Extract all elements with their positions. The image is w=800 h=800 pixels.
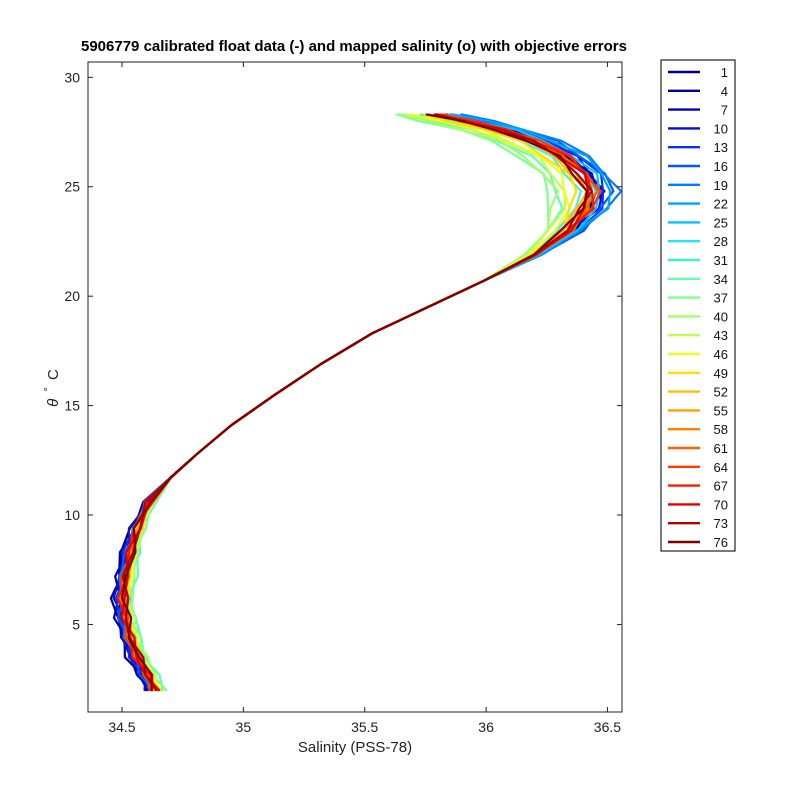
y-axis-label-unit: C (45, 369, 62, 380)
legend-entries: 1 4 7 10 13 16 19 22 25 28 31 34 37 40 43 46 49 52 55 58 61 6… (668, 65, 728, 550)
legend: 1 4 7 10 13 16 19 22 25 28 31 34 37 40 43 46 49 52 55 58 61 6… (660, 59, 736, 552)
legend-label-61: 61 (714, 441, 728, 456)
y-tick-label: 15 (64, 398, 80, 414)
legend-label-31: 31 (714, 253, 728, 268)
legend-label-55: 55 (714, 403, 728, 418)
y-axis-label: θ ° C (39, 369, 62, 407)
y-axis-label-degree: ° (43, 387, 55, 391)
legend-label-16: 16 (714, 159, 728, 174)
legend-label-19: 19 (714, 178, 728, 193)
y-tick-label: 20 (64, 288, 80, 304)
legend-label-67: 67 (714, 479, 728, 494)
plot-area: 34.5 35 35.5 36 36.5 5 10 15 20 25 30 (64, 61, 623, 735)
x-tick-label: 36.5 (594, 719, 621, 735)
legend-label-73: 73 (714, 516, 728, 531)
plot-frame (87, 61, 623, 713)
legend-label-28: 28 (714, 234, 728, 249)
y-axis-label-symbol: θ (45, 399, 62, 407)
y-tick-label: 30 (64, 69, 80, 85)
series-line-cycle-76 (120, 113, 588, 692)
legend-label-1: 1 (721, 65, 728, 80)
x-tick-label: 36 (478, 719, 494, 735)
legend-label-76: 76 (714, 535, 728, 550)
x-tick-label: 35.5 (351, 719, 378, 735)
legend-label-46: 46 (714, 347, 728, 362)
legend-label-4: 4 (721, 84, 728, 99)
legend-label-7: 7 (721, 103, 728, 118)
legend-label-22: 22 (714, 197, 728, 212)
legend-box (660, 59, 736, 552)
legend-label-25: 25 (714, 215, 728, 230)
series-layer (109, 113, 623, 692)
legend-label-37: 37 (714, 291, 728, 306)
legend-label-34: 34 (714, 272, 728, 287)
chart-title: 5906779 calibrated float data (-) and ma… (81, 38, 627, 55)
legend-label-40: 40 (714, 309, 728, 324)
x-tick-label: 35 (236, 719, 252, 735)
legend-label-43: 43 (714, 328, 728, 343)
legend-label-49: 49 (714, 366, 728, 381)
y-tick-label: 5 (72, 616, 80, 632)
svg-text:θ ° C: θ ° C (39, 369, 62, 407)
legend-label-58: 58 (714, 422, 728, 437)
x-tick-label: 34.5 (108, 719, 135, 735)
y-tick-label: 25 (64, 179, 80, 195)
legend-label-10: 10 (714, 121, 728, 136)
plot-background (88, 62, 622, 712)
legend-label-13: 13 (714, 140, 728, 155)
legend-label-64: 64 (714, 460, 728, 475)
legend-label-52: 52 (714, 385, 728, 400)
y-tick-label: 10 (64, 507, 80, 523)
x-axis-label: Salinity (PSS-78) (298, 739, 412, 756)
tick-layer: 34.5 35 35.5 36 36.5 5 10 15 20 25 30 (64, 62, 622, 735)
legend-label-70: 70 (714, 497, 728, 512)
